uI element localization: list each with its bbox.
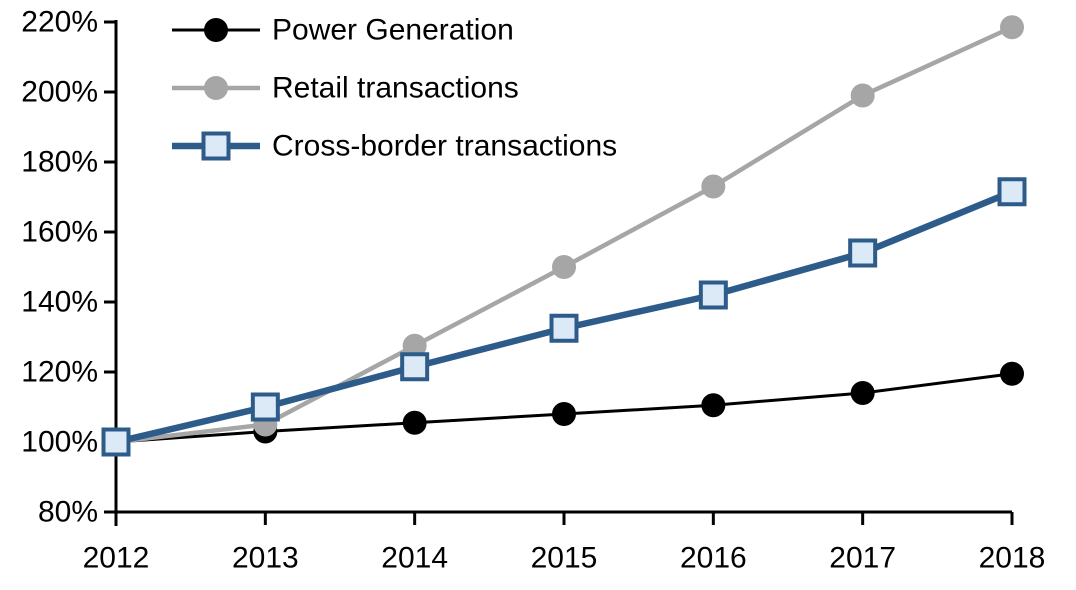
x-tick-label-2015: 2015 <box>531 542 598 575</box>
x-tick-label-2018: 2018 <box>979 542 1046 575</box>
data-point-retail-transactions-2017 <box>850 83 875 108</box>
y-tick-label-100: 100% <box>21 426 98 459</box>
data-point-cross-border-transactions-2016 <box>698 280 728 310</box>
data-point-cross-border-transactions-2014 <box>400 352 430 382</box>
data-point-power-generation-2015 <box>552 402 576 426</box>
data-point-cross-border-transactions-2017 <box>848 238 878 268</box>
x-tick-label-2013: 2013 <box>232 542 299 575</box>
series-retail-transactions <box>104 15 1024 454</box>
series-layer <box>101 15 1027 457</box>
x-tick-label-2012: 2012 <box>83 542 150 575</box>
data-point-retail-transactions-2015 <box>552 255 576 279</box>
legend-item-retail-transactions: Retail transactions <box>172 72 519 105</box>
y-tick-label-220: 220% <box>21 6 98 39</box>
series-power-generation <box>104 361 1024 454</box>
y-tick-label-140: 140% <box>21 286 98 319</box>
series-cross-border-transactions <box>101 177 1027 457</box>
legend-label-cross-border-transactions: Cross-border transactions <box>272 130 617 163</box>
data-point-retail-transactions-2016 <box>701 174 726 199</box>
x-tick-label-2017: 2017 <box>829 542 896 575</box>
data-point-cross-border-transactions-2013 <box>250 392 280 422</box>
y-tick-label-160: 160% <box>21 216 98 249</box>
legend-item-cross-border-transactions: Cross-border transactions <box>172 130 617 163</box>
legend-marker-power-circle-icon <box>204 18 228 42</box>
data-point-power-generation-2018 <box>1000 361 1024 386</box>
data-point-power-generation-2014 <box>402 410 427 435</box>
y-tick-label-120: 120% <box>21 356 98 389</box>
data-point-cross-border-transactions-2015 <box>549 313 579 343</box>
x-tick-label-2014: 2014 <box>381 542 448 575</box>
y-tick-label-200: 200% <box>21 76 98 109</box>
data-point-retail-transactions-2014 <box>402 333 427 358</box>
legend-label-power-generation: Power Generation <box>272 14 514 47</box>
legend-item-power-generation: Power Generation <box>172 14 514 47</box>
legend-marker-cross-border-square-icon <box>201 131 231 161</box>
data-point-power-generation-2016 <box>701 393 726 418</box>
data-point-retail-transactions-2018 <box>1000 15 1024 40</box>
y-tick-label-180: 180% <box>21 146 98 179</box>
x-tick-label-2016: 2016 <box>680 542 747 575</box>
legend-marker-retail-circle-icon <box>204 76 228 100</box>
data-point-cross-border-transactions-2018 <box>997 177 1027 207</box>
legend: Power Generation Retail transactions Cro… <box>172 14 617 163</box>
data-point-cross-border-transactions-2012 <box>101 427 131 457</box>
data-point-power-generation-2017 <box>850 381 875 405</box>
y-tick-label-80: 80% <box>38 496 98 529</box>
legend-label-retail-transactions: Retail transactions <box>272 72 519 105</box>
axes: 80% 100% 120% 140% 160% 180% 200% 220% 2012 2013 2… <box>21 6 1045 575</box>
